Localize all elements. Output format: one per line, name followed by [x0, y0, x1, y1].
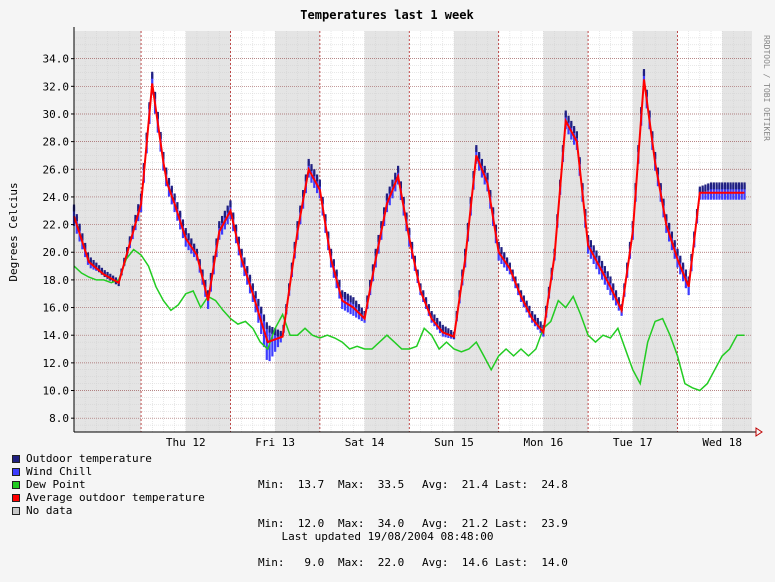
- y-tick-label: 28.0: [43, 136, 70, 149]
- stats-row-dewpoint: Min: 9.0 Max: 22.0 Avg: 14.6 Last: 14.0: [258, 556, 568, 569]
- x-tick-label: Sat 14: [345, 436, 385, 449]
- legend-swatch-nodata: [12, 506, 20, 515]
- stats-row-windchill: Min: 12.0 Max: 34.0 Avg: 21.2 Last: 23.9: [258, 517, 568, 530]
- legend-label: Dew Point: [26, 478, 86, 491]
- stat-last: Last: 24.8: [495, 478, 568, 491]
- x-tick-label: Sun 15: [434, 436, 474, 449]
- legend-label: No data: [26, 504, 73, 517]
- legend-item: Average outdoor temperature: [12, 491, 205, 504]
- y-tick-label: 14.0: [43, 329, 70, 342]
- legend-swatch-average: [12, 493, 20, 502]
- stat-min: Min: 9.0: [258, 556, 325, 569]
- legend: Outdoor temperature Wind Chill Dew Point…: [12, 452, 205, 517]
- chart-title: Temperatures last 1 week: [300, 8, 474, 22]
- dew-point-line: [73, 248, 745, 392]
- y-tick-label: 12.0: [43, 357, 70, 370]
- stat-avg: Avg: 14.6: [422, 556, 489, 569]
- y-axis-label: Degrees Celcius: [7, 182, 20, 281]
- legend-item: Wind Chill: [12, 465, 205, 478]
- y-tick-label: 22.0: [43, 219, 70, 232]
- y-tick-label: 26.0: [43, 163, 70, 176]
- average-temp-line: [73, 79, 745, 344]
- legend-label: Wind Chill: [26, 465, 93, 478]
- x-tick-label: Tue 17: [613, 436, 653, 449]
- legend-item: Dew Point: [12, 478, 205, 491]
- legend-item: No data: [12, 504, 205, 517]
- stat-max: Max: 22.0: [338, 556, 405, 569]
- stat-max: Max: 34.0: [338, 517, 405, 530]
- legend-label: Average outdoor temperature: [26, 491, 205, 504]
- stats-row-outdoor: Min: 13.7 Max: 33.5 Avg: 21.4 Last: 24.8: [258, 478, 568, 491]
- stat-min: Min: 12.0: [258, 517, 325, 530]
- y-tick-label: 32.0: [43, 80, 70, 93]
- rrdtool-watermark: RRDTOOL / TOBI OETIKER: [762, 35, 771, 141]
- last-updated: Last updated 19/08/2004 08:48:00: [281, 530, 494, 543]
- y-tick-label: 30.0: [43, 108, 70, 121]
- stat-last: Last: 14.0: [495, 556, 568, 569]
- y-tick-label: 18.0: [43, 274, 70, 287]
- legend-swatch-dewpoint: [12, 480, 20, 489]
- x-tick-label: Fri 13: [255, 436, 295, 449]
- night-band: [722, 31, 752, 432]
- stat-min: Min: 13.7: [258, 478, 325, 491]
- y-tick-label: 8.0: [49, 412, 69, 425]
- x-tick-label: Thu 12: [166, 436, 206, 449]
- x-axis-arrow: [755, 427, 763, 437]
- x-tick-label: Mon 16: [524, 436, 564, 449]
- y-tick-label: 24.0: [43, 191, 70, 204]
- y-tick-label: 34.0: [43, 53, 70, 66]
- legend-swatch-windchill: [12, 467, 20, 476]
- y-tick-label: 10.0: [43, 385, 70, 398]
- stats-table: Min: 13.7 Max: 33.5 Avg: 21.4 Last: 24.8…: [258, 452, 568, 582]
- y-tick-label: 20.0: [43, 246, 70, 259]
- stat-last: Last: 23.9: [495, 517, 568, 530]
- y-tick-label: 16.0: [43, 302, 70, 315]
- x-tick-label: Wed 18: [702, 436, 742, 449]
- stat-max: Max: 33.5: [338, 478, 405, 491]
- legend-item: Outdoor temperature: [12, 452, 205, 465]
- temperature-chart: Temperatures last 1 week Degrees Celcius…: [7, 8, 771, 449]
- stat-avg: Avg: 21.2: [422, 517, 489, 530]
- stat-avg: Avg: 21.4: [422, 478, 489, 491]
- legend-label: Outdoor temperature: [26, 452, 152, 465]
- legend-swatch-outdoor: [12, 454, 20, 463]
